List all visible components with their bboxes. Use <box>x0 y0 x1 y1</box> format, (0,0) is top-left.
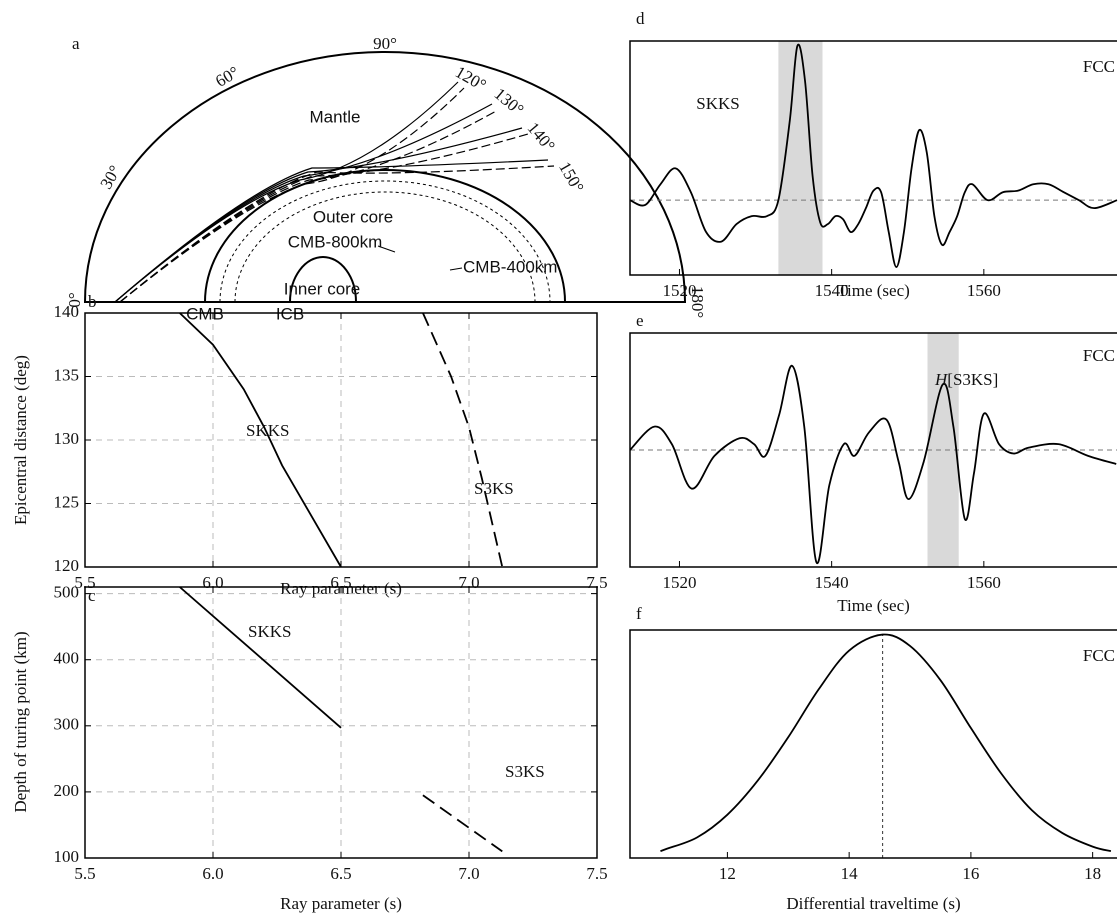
y-axis-label: Depth of turing point (km) <box>11 631 30 812</box>
series-label: SKKS <box>246 421 289 440</box>
x-tick-label: 12 <box>719 864 736 883</box>
station-label: FCC <box>1083 646 1115 665</box>
cmb-400 <box>219 180 551 303</box>
region-label: CMB-400km <box>463 257 557 276</box>
y-tick-label: 130 <box>54 429 80 448</box>
angle-label: 140° <box>524 118 559 155</box>
plot-frame <box>629 332 1117 568</box>
x-tick-label: 1540 <box>815 573 849 592</box>
cmb-800 <box>234 191 536 303</box>
angle-label: 60° <box>212 62 242 90</box>
region-label: Outer core <box>313 207 393 226</box>
x-tick-label: 7.5 <box>586 864 607 883</box>
y-tick-label: 120 <box>54 556 80 575</box>
series-line <box>660 633 1112 853</box>
angle-label: 150° <box>555 158 588 195</box>
x-tick-label: 1560 <box>967 573 1001 592</box>
earth-diagram <box>83 51 687 303</box>
phase-name: [S3KS] <box>947 370 998 389</box>
y-tick-label: 140 <box>54 302 80 321</box>
panel-label: c <box>88 586 96 605</box>
x-tick-label: 1560 <box>967 281 1001 300</box>
x-axis-label: Ray parameter (s) <box>280 894 402 913</box>
plot-frame <box>629 40 1117 276</box>
series-label: S3KS <box>474 479 514 498</box>
phase-name: SKKS <box>696 94 739 113</box>
panel-label: e <box>636 311 644 330</box>
x-tick-label: 16 <box>962 864 979 883</box>
region-label: Inner core <box>284 279 361 298</box>
angle-label: 90° <box>373 34 397 53</box>
x-tick-label: 6.0 <box>202 864 223 883</box>
plot-frame <box>84 586 598 859</box>
region-label: CMB-800km <box>288 232 382 251</box>
y-tick-label: 300 <box>54 715 80 734</box>
ray <box>114 159 549 303</box>
series-line <box>422 794 503 853</box>
series-line <box>629 43 1118 268</box>
surface <box>83 51 687 303</box>
ray <box>119 165 555 303</box>
phase-annotation: SKKS <box>696 94 739 113</box>
ray <box>119 87 465 303</box>
y-tick-label: 500 <box>54 583 80 602</box>
x-tick-label: 1520 <box>662 573 696 592</box>
phase-prefix: H <box>934 370 949 389</box>
x-axis-label: Time (sec) <box>837 281 910 300</box>
y-tick-label: 200 <box>54 781 80 800</box>
y-axis-label: Epicentral distance (deg) <box>11 355 30 525</box>
inner-core <box>289 256 357 303</box>
ray <box>114 103 493 303</box>
region-label: ICB <box>276 304 304 323</box>
series-label: S3KS <box>505 762 545 781</box>
angle-label: 30° <box>96 162 124 192</box>
y-tick-label: 400 <box>54 649 80 668</box>
y-tick-label: 135 <box>54 365 80 384</box>
y-tick-label: 100 <box>54 847 80 866</box>
region-label: Mantle <box>309 107 360 126</box>
angle-label: 120° <box>452 62 489 95</box>
panel-label: a <box>72 34 80 53</box>
shade-window <box>927 333 959 567</box>
series-line <box>422 312 504 568</box>
y-tick-label: 125 <box>54 492 80 511</box>
x-axis-label: Time (sec) <box>837 596 910 615</box>
station-label: FCC <box>1083 346 1115 365</box>
x-tick-label: 1540 <box>815 281 849 300</box>
leader <box>449 267 463 271</box>
x-tick-label: 7.0 <box>458 864 479 883</box>
x-tick-label: 6.5 <box>330 864 351 883</box>
x-axis-label: Differential traveltime (s) <box>786 894 960 913</box>
plot-frame <box>84 312 598 568</box>
x-tick-label: 1520 <box>662 281 696 300</box>
region-label: CMB <box>186 304 224 323</box>
x-tick-label: 14 <box>841 864 859 883</box>
plot-frame <box>629 629 1117 859</box>
panel-label: d <box>636 9 645 28</box>
series-line <box>179 586 342 729</box>
leader <box>377 245 396 253</box>
x-tick-label: 5.5 <box>74 864 95 883</box>
angle-label: 130° <box>491 84 528 119</box>
series-line <box>629 364 1117 564</box>
series-line <box>179 312 342 568</box>
phase-annotation: H[S3KS] <box>934 370 998 389</box>
panel-label: b <box>88 292 97 311</box>
cmb <box>204 169 566 303</box>
panel-label: f <box>636 604 642 623</box>
station-label: FCC <box>1083 57 1115 76</box>
series-label: SKKS <box>248 622 291 641</box>
angle-label: 180° <box>688 286 707 318</box>
ray <box>119 109 499 303</box>
x-tick-label: 18 <box>1084 864 1101 883</box>
angle-label: 0° <box>65 292 84 307</box>
